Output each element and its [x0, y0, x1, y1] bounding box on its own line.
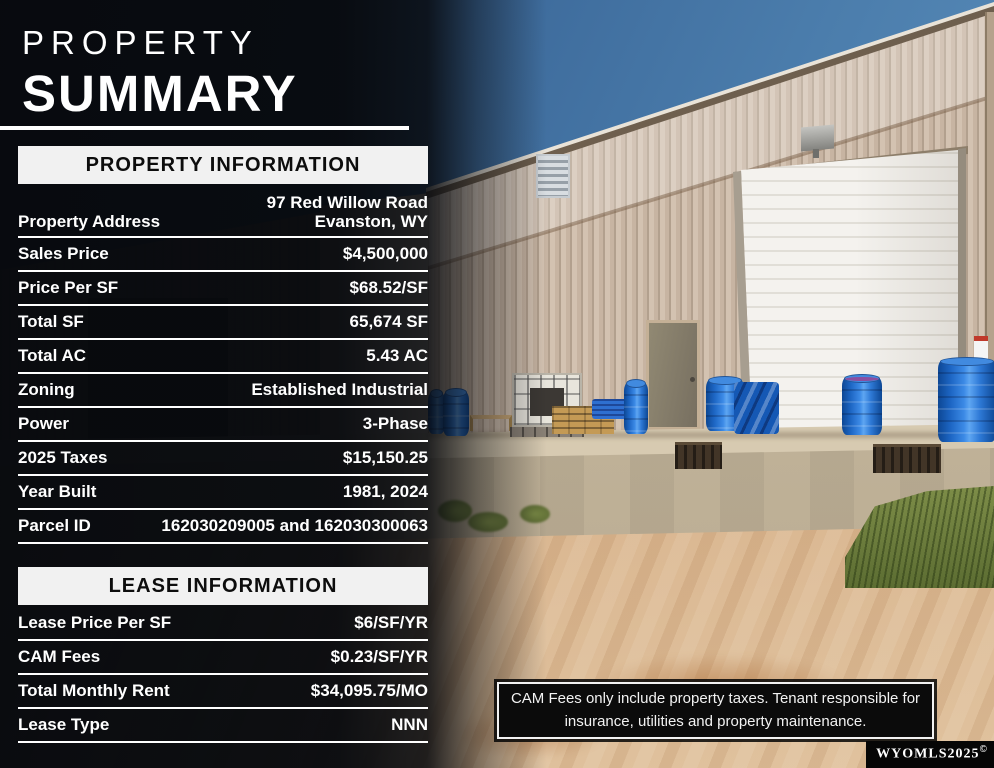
row-label: Price Per SF [18, 278, 119, 297]
table-row: Total Monthly Rent $34,095.75/MO [18, 675, 428, 709]
property-information-header: PROPERTY INFORMATION [18, 146, 428, 184]
row-value: 162030209005 and 162030300063 [161, 516, 428, 536]
row-value: 1981, 2024 [342, 482, 428, 502]
table-row: 2025 Taxes $15,150.25 [18, 442, 428, 476]
row-value: Established Industrial [251, 380, 428, 400]
cam-fees-note-line2: insurance, utilities and property mainte… [564, 712, 867, 730]
row-value: 97 Red Willow Road Evanston, WY [266, 192, 428, 232]
title-line-summary: SUMMARY [22, 65, 298, 122]
copyright-symbol: © [979, 744, 988, 756]
row-label: Total AC [18, 346, 86, 365]
mls-watermark: WYOMLS2025© [866, 741, 994, 768]
table-row: Property Address 97 Red Willow Road Evan… [18, 188, 428, 238]
title-line-property: PROPERTY [22, 24, 259, 61]
row-value: 65,674 SF [349, 312, 428, 332]
title-underline [0, 126, 409, 130]
row-value: 3-Phase [362, 414, 428, 434]
mls-watermark-text: WYOMLS2025 [876, 747, 980, 762]
row-label: CAM Fees [18, 647, 101, 666]
row-label: Sales Price [18, 244, 109, 263]
table-row: Total AC 5.43 AC [18, 340, 428, 374]
cam-fees-note-line1: CAM Fees only include property taxes. Te… [510, 690, 921, 707]
table-row: Total SF 65,674 SF [18, 306, 428, 340]
row-value: $68.52/SF [349, 278, 428, 298]
row-value: $4,500,000 [342, 244, 428, 264]
row-value: $6/SF/YR [354, 613, 428, 633]
page-title: PROPERTY SUMMARY [22, 24, 298, 123]
cam-fees-note: CAM Fees only include property taxes. Te… [494, 679, 937, 742]
row-label: Parcel ID [18, 516, 91, 535]
table-row: Lease Type NNN [18, 709, 428, 743]
table-row: Lease Price Per SF $6/SF/YR [18, 607, 428, 641]
table-row: CAM Fees $0.23/SF/YR [18, 641, 428, 675]
row-label: Property Address [18, 212, 161, 231]
table-row: Price Per SF $68.52/SF [18, 272, 428, 306]
row-label: Zoning [18, 380, 75, 399]
table-row: Sales Price $4,500,000 [18, 238, 428, 272]
lease-information-table: Lease Price Per SF $6/SF/YR CAM Fees $0.… [18, 607, 428, 743]
row-value: $34,095.75/MO [310, 681, 428, 701]
row-value: $15,150.25 [342, 448, 428, 468]
table-row: Year Built 1981, 2024 [18, 476, 428, 510]
row-label: Total Monthly Rent [18, 681, 170, 700]
property-information-table: Property Address 97 Red Willow Road Evan… [18, 188, 428, 544]
row-label: Lease Type [18, 715, 110, 734]
row-value: NNN [391, 715, 428, 735]
row-label: Power [18, 414, 70, 433]
table-row: Zoning Established Industrial [18, 374, 428, 408]
lease-information-header: LEASE INFORMATION [18, 567, 428, 605]
row-label: 2025 Taxes [18, 448, 108, 467]
row-value: 5.43 AC [366, 346, 428, 366]
row-value: $0.23/SF/YR [330, 647, 428, 667]
table-row: Power 3-Phase [18, 408, 428, 442]
row-label: Lease Price Per SF [18, 613, 172, 632]
row-label: Year Built [18, 482, 97, 501]
row-label: Total SF [18, 312, 84, 331]
table-row: Parcel ID 162030209005 and 162030300063 [18, 510, 428, 544]
